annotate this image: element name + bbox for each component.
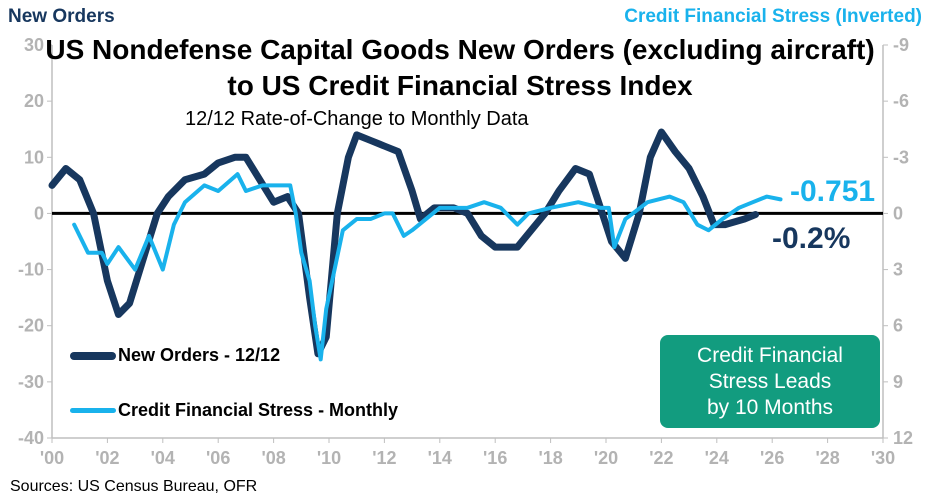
x-tick-label: '18 xyxy=(538,448,562,468)
x-tick-label: '28 xyxy=(815,448,839,468)
right-axis-label: Credit Financial Stress (Inverted) xyxy=(624,6,922,27)
x-tick-label: '16 xyxy=(483,448,507,468)
legend-swatch xyxy=(70,351,116,360)
legend-item-new-orders: New Orders - 12/12 xyxy=(70,345,280,366)
y-right-tick-label: -6 xyxy=(893,91,909,111)
y-right-tick-label: 3 xyxy=(893,260,903,280)
y-left-tick-label: 20 xyxy=(24,91,44,111)
note-line: by 10 Months xyxy=(706,395,834,419)
x-tick-label: '24 xyxy=(705,448,729,468)
credit-stress-line xyxy=(72,172,783,362)
y-left-tick-label: -10 xyxy=(18,260,44,280)
x-tick-label: '22 xyxy=(649,448,673,468)
x-tick-label: '04 xyxy=(151,448,175,468)
new-orders-line xyxy=(48,128,760,358)
x-tick-label: '10 xyxy=(317,448,341,468)
x-tick-label: '20 xyxy=(594,448,618,468)
y-right-tick-label: 9 xyxy=(893,372,903,392)
y-left-tick-label: -40 xyxy=(18,428,44,448)
chart-title: US Nondefense Capital Goods New Orders (… xyxy=(45,34,875,101)
x-tick-label: '26 xyxy=(760,448,784,468)
note-line: Stress Leads xyxy=(708,369,832,393)
x-tick-label: '12 xyxy=(372,448,396,468)
legend-item-credit-stress: Credit Financial Stress - Monthly xyxy=(70,400,398,421)
y-right-tick-label: -9 xyxy=(893,35,909,55)
y-left-tick-label: 0 xyxy=(34,203,44,223)
source-note: Sources: US Census Bureau, OFR xyxy=(10,478,258,495)
x-tick-label: '00 xyxy=(40,448,64,468)
x-tick-label: '14 xyxy=(428,448,452,468)
x-tick-label: '06 xyxy=(206,448,230,468)
legend-swatch xyxy=(70,408,116,413)
y-right-tick-label: 6 xyxy=(893,316,903,336)
y-right-tick-label: -3 xyxy=(893,147,909,167)
y-right-tick-label: 12 xyxy=(893,428,913,448)
orders-last-value-label: -0.2% xyxy=(772,222,851,255)
chart-subtitle: 12/12 Rate-of-Change to Monthly Data xyxy=(185,108,529,130)
y-left-tick-label: 30 xyxy=(24,35,44,55)
x-tick-label: '08 xyxy=(261,448,285,468)
y-left-tick-label: -30 xyxy=(18,372,44,392)
y-right-tick-label: 0 xyxy=(893,203,903,223)
credit-last-value-label: -0.751 xyxy=(790,175,876,208)
y-left-tick-label: -20 xyxy=(18,316,44,336)
legend-label: Credit Financial Stress - Monthly xyxy=(118,400,399,420)
x-tick-label: '30 xyxy=(871,448,895,468)
legend-label: New Orders - 12/12 xyxy=(118,345,281,365)
note-line: Credit Financial xyxy=(697,343,843,367)
left-axis-label: New Orders xyxy=(8,6,115,27)
x-tick-label: '02 xyxy=(95,448,119,468)
y-left-tick-label: 10 xyxy=(24,147,44,167)
lead-annotation-box: Credit Financial Stress Leads by 10 Months xyxy=(660,335,880,428)
